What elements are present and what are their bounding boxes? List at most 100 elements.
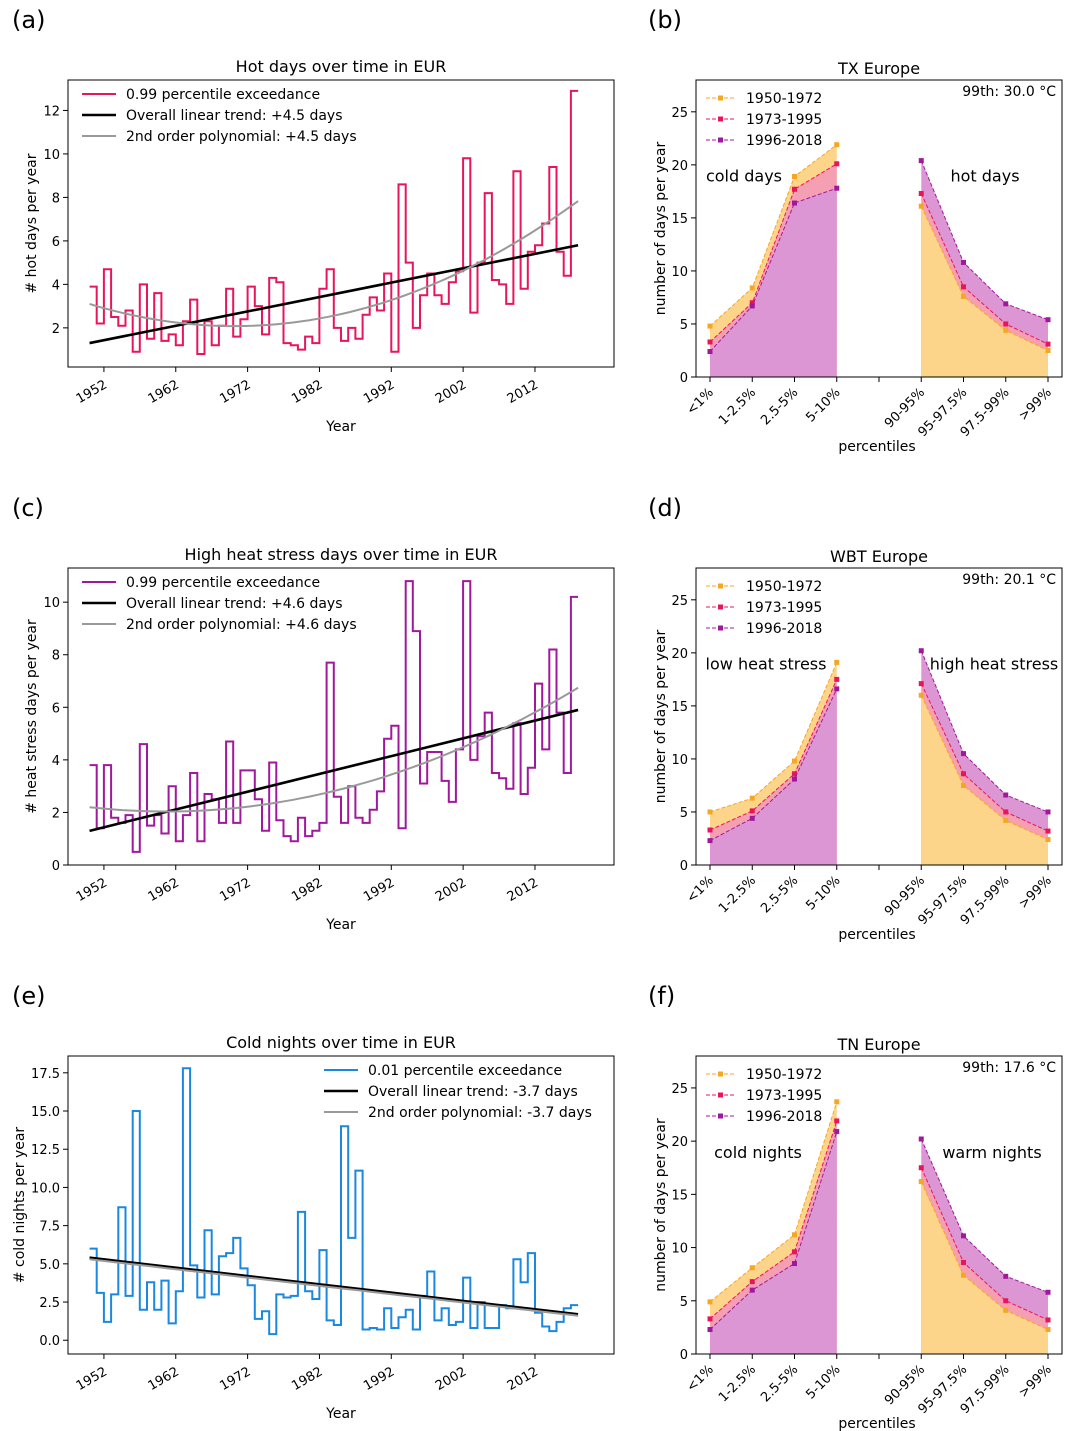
legend-entry: 1950-1972 — [746, 579, 822, 595]
y-tick-label: 25 — [671, 1082, 688, 1097]
x-tick-label: 2002 — [433, 875, 469, 905]
chart-title: Hot days over time in EUR — [236, 57, 447, 76]
x-tick-label: 1-2.5% — [716, 1362, 759, 1405]
region-label-left: cold days — [706, 166, 782, 185]
x-tick-label: >99% — [1016, 385, 1055, 424]
series-line — [709, 679, 838, 831]
data-point — [792, 1232, 797, 1238]
x-tick-label: 2002 — [433, 1364, 469, 1394]
legend-entry: 1973-1995 — [746, 600, 822, 616]
data-point — [707, 323, 713, 329]
y-tick-label: 4 — [52, 754, 60, 769]
legend-entry: Overall linear trend: +4.5 days — [126, 108, 343, 124]
legend-entry: 0.99 percentile exceedance — [126, 87, 320, 103]
series-line-exceedance — [89, 89, 579, 355]
x-tick-label: 2012 — [505, 1364, 541, 1394]
x-tick-label: <1% — [684, 385, 717, 418]
x-axis-label: percentiles — [838, 1416, 915, 1431]
y-tick-label: 2 — [52, 806, 60, 821]
y-axis-label: number of days per year — [653, 630, 669, 804]
data-point — [1003, 809, 1009, 815]
y-tick-label: 6 — [52, 701, 60, 716]
area-fill — [710, 1131, 837, 1354]
x-tick-label: 1952 — [74, 377, 110, 407]
data-point — [792, 758, 797, 764]
data-point — [1045, 1327, 1051, 1333]
panel-c: High heat stress days over time in EUR 0 2… — [24, 545, 615, 933]
y-axis-label: # cold nights per year — [12, 1127, 28, 1284]
data-point — [707, 809, 713, 815]
series-line — [920, 695, 1049, 840]
data-point — [749, 1265, 755, 1271]
data-point — [792, 186, 797, 192]
x-tick-label: 1-2.5% — [716, 873, 759, 916]
y-tick-label: 8 — [52, 649, 60, 664]
data-point — [834, 676, 840, 682]
series-line — [920, 205, 1049, 351]
data-point — [961, 1272, 966, 1278]
data-point — [918, 681, 924, 687]
legend-entry: 1973-1995 — [746, 1088, 822, 1104]
legend-entry: 1973-1995 — [746, 112, 822, 128]
y-tick-label: 10 — [671, 753, 688, 768]
legend-entry: Overall linear trend: +4.6 days — [126, 596, 343, 612]
y-tick-label: 4 — [52, 278, 60, 293]
x-axis-label: percentiles — [838, 439, 915, 455]
data-point — [918, 158, 924, 164]
panel-letter-d: (d) — [648, 494, 682, 522]
y-tick-label: 5 — [680, 1295, 688, 1310]
legend-marker — [718, 1113, 723, 1119]
x-tick-label: 5-10% — [803, 873, 843, 913]
x-tick-label: 5-10% — [803, 1362, 843, 1402]
x-tick-label: <1% — [684, 873, 717, 906]
legend-marker — [718, 604, 723, 610]
series-line — [920, 160, 1049, 321]
y-tick-label: 0 — [680, 859, 688, 874]
data-point — [707, 1299, 713, 1305]
x-tick-label: 1972 — [217, 377, 253, 407]
x-tick-label: 2012 — [505, 875, 541, 905]
x-tick-label: >99% — [1016, 1362, 1055, 1401]
data-point — [834, 1118, 840, 1124]
x-tick-label: 1952 — [74, 875, 110, 905]
x-tick-label: 1972 — [217, 1364, 253, 1394]
x-tick-label: 2.5-5% — [758, 873, 801, 916]
y-tick-label: 0 — [680, 1348, 688, 1363]
y-tick-label: 5 — [680, 806, 688, 821]
plot-frame — [67, 1055, 615, 1355]
series-line — [709, 1131, 838, 1330]
data-point — [1003, 1273, 1009, 1279]
region-label-left: cold nights — [714, 1143, 802, 1162]
data-point — [1003, 301, 1009, 307]
series-line — [920, 650, 1049, 813]
legend-entry: 2nd order polynomial: +4.5 days — [126, 129, 357, 145]
area-fill — [921, 1181, 1048, 1354]
plot-frame — [67, 567, 615, 866]
x-tick-label: 1-2.5% — [716, 385, 759, 428]
y-tick-label: 10 — [671, 1242, 688, 1257]
percentile-note: 99th: 30.0 °C — [962, 84, 1056, 100]
x-tick-label: <1% — [684, 1362, 717, 1395]
panel-d: WBT Europe 0 5 10 15 20 25 <1% 1-2.5% 2.5-5% 5-10%… — [653, 547, 1063, 943]
region-label-right: warm nights — [942, 1143, 1041, 1162]
data-point — [918, 1165, 924, 1171]
data-point — [749, 300, 755, 306]
y-tick-label: 5.0 — [39, 1258, 60, 1273]
data-point — [1045, 1289, 1051, 1295]
legend-entry: 0.01 percentile exceedance — [368, 1063, 562, 1079]
data-point — [834, 161, 840, 167]
data-point — [1045, 1317, 1051, 1323]
data-point — [1045, 828, 1051, 834]
series-line — [920, 1181, 1049, 1330]
panel-a: Hot days over time in EUR 2 4 6 8 10 12 1952 196… — [24, 57, 615, 435]
y-tick-label: 25 — [671, 106, 688, 121]
legend-entry: 1950-1972 — [746, 1067, 822, 1083]
data-point — [707, 349, 713, 355]
percentile-note: 99th: 20.1 °C — [962, 572, 1056, 588]
data-point — [961, 782, 966, 788]
area-fill — [921, 206, 1048, 377]
panel-letter-f: (f) — [648, 982, 675, 1010]
legend-marker — [718, 95, 723, 101]
series-line — [709, 1101, 838, 1303]
